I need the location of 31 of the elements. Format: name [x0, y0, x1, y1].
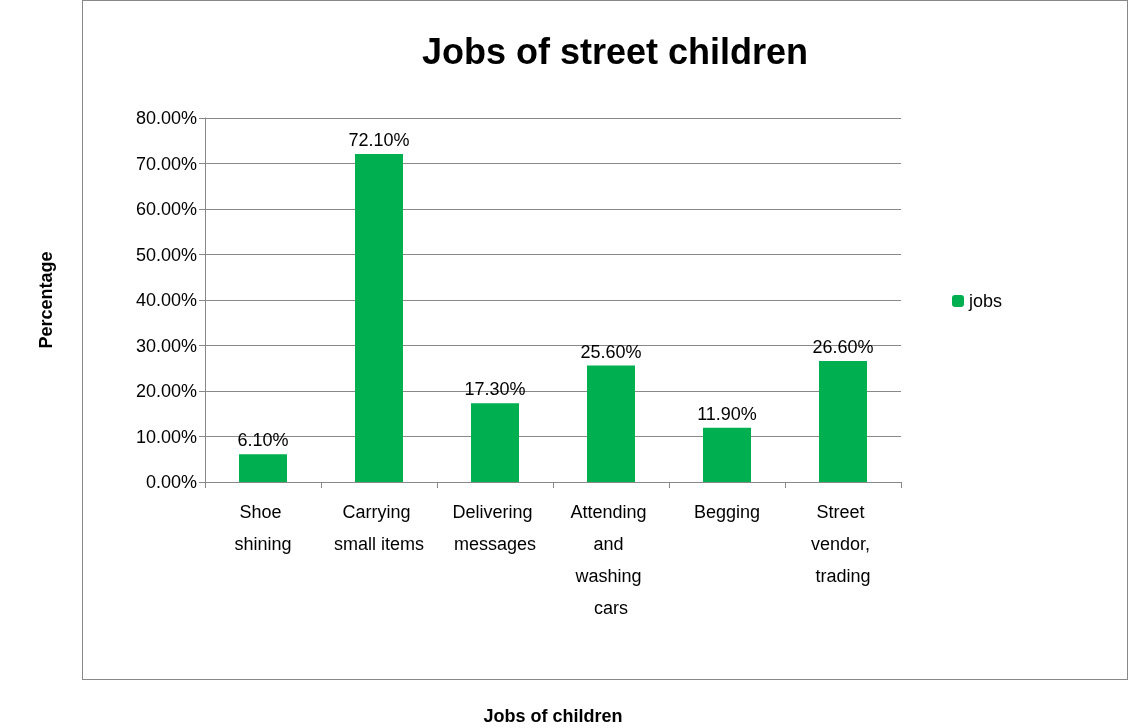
chart-title: Jobs of street children	[421, 30, 809, 72]
x-tick-label: Carrying small items	[333, 502, 425, 554]
bar	[471, 403, 519, 482]
y-tick-label: 0.00%	[145, 472, 197, 492]
y-tick-label: 60.00%	[135, 199, 197, 219]
y-tick-label: 40.00%	[135, 290, 197, 310]
y-tick-label: 20.00%	[135, 381, 197, 401]
bar	[239, 454, 287, 482]
y-axis-title: Percentage	[36, 251, 56, 349]
data-label: 72.10%	[348, 129, 410, 150]
x-tick-label: Shoe shining	[234, 502, 292, 554]
y-tick-label: 50.00%	[135, 244, 197, 265]
data-label: 17.30%	[464, 379, 526, 400]
data-label: 6.10%	[237, 430, 289, 451]
x-axis-title: Jobs of children	[483, 706, 623, 726]
bar	[703, 427, 751, 482]
bar	[587, 365, 635, 482]
y-tick-label: 80.00%	[135, 108, 197, 128]
data-label: 26.60%	[812, 336, 874, 357]
y-tick-label: 10.00%	[135, 426, 197, 447]
bar	[355, 153, 403, 482]
legend-label: jobs	[968, 291, 1003, 311]
data-label: 11.90%	[697, 403, 757, 424]
x-tick-label: Begging	[693, 502, 761, 522]
x-tick-label: Delivering messages	[452, 502, 538, 554]
data-label: 25.60%	[580, 341, 642, 362]
y-tick-label: 30.00%	[135, 335, 197, 356]
x-tick-label: Street vendor, trading	[810, 502, 876, 586]
x-tick-label: Attending and washing cars	[570, 502, 652, 618]
y-tick-label: 70.00%	[135, 153, 197, 174]
bar	[819, 360, 867, 482]
